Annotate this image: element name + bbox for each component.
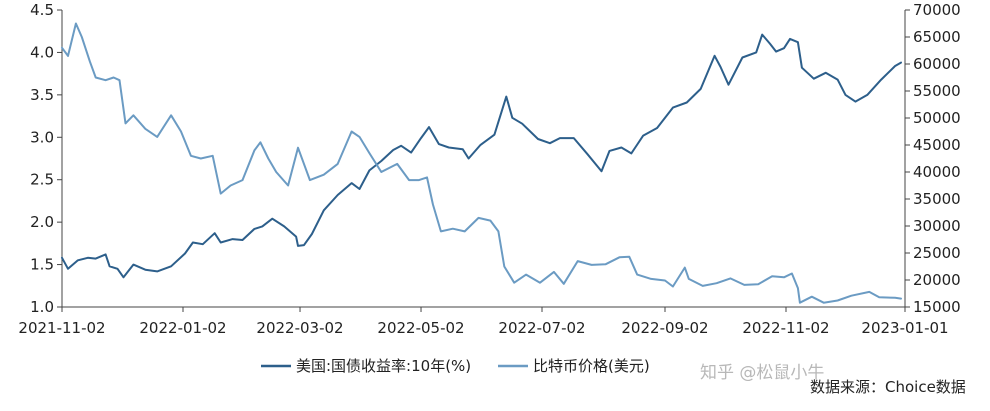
left-tick-label: 1.5 (30, 256, 54, 274)
left-tick-label: 4.0 (30, 43, 54, 61)
x-tick-label: 2022-09-02 (621, 319, 708, 337)
right-tick-label: 60000 (913, 55, 961, 73)
legend-label-yield: 美国:国债收益率:10年(%) (296, 357, 471, 375)
x-tick-label: 2022-11-02 (742, 319, 829, 337)
series-line-bitcoin (61, 22, 902, 304)
right-tick-label: 30000 (913, 217, 961, 235)
left-tick-label: 1.0 (30, 298, 54, 316)
x-tick-label: 2022-07-02 (498, 319, 585, 337)
legend-item-bitcoin: 比特币价格(美元) (498, 357, 650, 375)
x-tick-label: 2022-05-02 (377, 319, 464, 337)
right-y-ticks: 15000 20000 25000 30000 35000 40000 45000 50000… (905, 1, 961, 316)
left-tick-label: 3.0 (30, 128, 54, 146)
right-tick-label: 15000 (913, 298, 961, 316)
x-tick-label: 2022-01-02 (139, 319, 226, 337)
source-note: 数据来源：Choice数据 (810, 378, 966, 396)
right-tick-label: 50000 (913, 109, 961, 127)
right-tick-label: 70000 (913, 1, 961, 19)
right-tick-label: 45000 (913, 136, 961, 154)
right-tick-label: 25000 (913, 244, 961, 262)
plot-axes (61, 10, 906, 308)
right-tick-label: 55000 (913, 82, 961, 100)
series-layer (61, 22, 902, 304)
left-y-ticks: 1.0 1.5 2.0 2.5 3.0 3.5 4.0 4.5 (30, 1, 62, 316)
left-tick-label: 3.5 (30, 86, 54, 104)
right-tick-label: 20000 (913, 271, 961, 289)
left-tick-label: 2.5 (30, 171, 54, 189)
legend-item-yield: 美国:国债收益率:10年(%) (261, 357, 471, 375)
left-tick-label: 4.5 (30, 1, 54, 19)
right-tick-label: 65000 (913, 28, 961, 46)
right-tick-label: 40000 (913, 163, 961, 181)
left-tick-label: 2.0 (30, 213, 54, 231)
watermark: 知乎 @松鼠小牛 (700, 363, 824, 383)
x-tick-label: 2022-03-02 (256, 319, 343, 337)
legend-label-bitcoin: 比特币价格(美元) (533, 357, 650, 375)
x-ticks: 2021-11-02 2022-01-02 2022-03-02 2022-05-02… (18, 307, 949, 337)
x-tick-label: 2023-01-01 (861, 319, 948, 337)
legend: 美国:国债收益率:10年(%) 比特币价格(美元) (261, 357, 650, 375)
right-tick-label: 35000 (913, 190, 961, 208)
series-line-yield (61, 33, 902, 279)
x-tick-label: 2021-11-02 (18, 319, 105, 337)
